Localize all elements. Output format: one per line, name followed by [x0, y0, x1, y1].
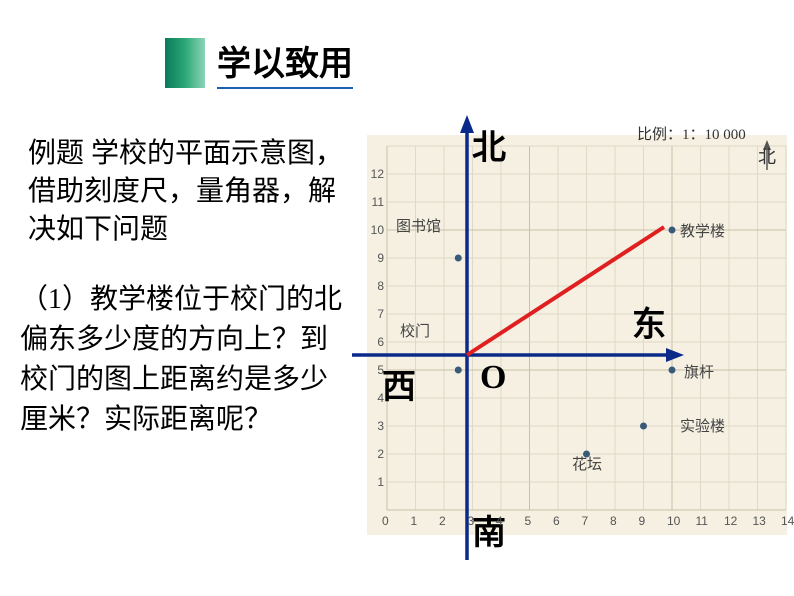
- label-library: 图书馆: [396, 215, 441, 236]
- label-gate: 校门: [400, 320, 430, 341]
- map-diagram: 北 南 东 西 O 比例：1：10 000 北 图书馆 校门 教学楼 旗杆 实验…: [352, 115, 794, 565]
- label-north: 北: [472, 120, 506, 169]
- label-teaching: 教学楼: [680, 220, 725, 241]
- label-west: 西: [382, 359, 416, 408]
- section-title-box: 学以致用: [165, 35, 425, 90]
- scale-text: 比例：1：10 000: [637, 123, 746, 144]
- label-origin: O: [480, 359, 506, 397]
- label-flagpole: 旗杆: [684, 361, 714, 382]
- label-lab: 实验楼: [680, 415, 725, 436]
- question-1: （1）教学楼位于校门的北偏东多少度的方向上？到校门的图上距离约是多少厘米？实际距…: [20, 280, 355, 440]
- north-hint-label: 北: [758, 143, 776, 169]
- label-flowerbed: 花坛: [572, 453, 602, 474]
- label-east: 东: [632, 297, 666, 346]
- problem-statement: 例题 学校的平面示意图，借助刻度尺，量角器，解决如下问题: [28, 135, 348, 249]
- section-title: 学以致用: [217, 36, 353, 89]
- label-south: 南: [472, 505, 506, 554]
- title-accent-bar: [165, 38, 205, 88]
